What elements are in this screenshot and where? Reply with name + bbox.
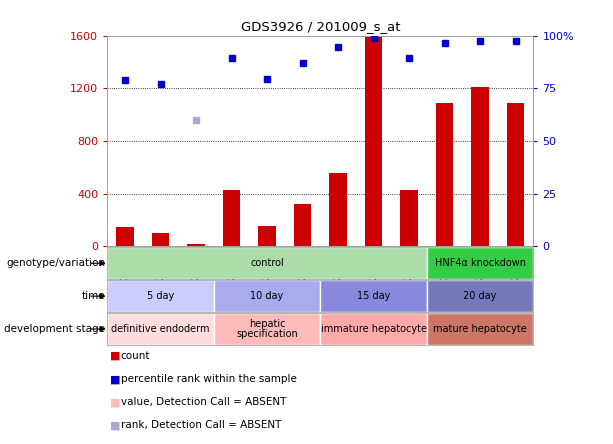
Bar <box>436 103 454 246</box>
Bar <box>471 87 489 246</box>
Text: time: time <box>82 291 105 301</box>
Text: ■: ■ <box>110 351 121 361</box>
Text: mature hepatocyte: mature hepatocyte <box>433 324 527 334</box>
Bar <box>116 226 134 246</box>
Bar <box>365 37 383 246</box>
Bar <box>214 280 321 312</box>
Text: ■: ■ <box>110 420 121 430</box>
Text: development stage: development stage <box>4 324 105 334</box>
Text: ■: ■ <box>110 374 121 384</box>
Bar <box>107 313 214 345</box>
Bar <box>107 247 427 279</box>
Text: immature hepatocyte: immature hepatocyte <box>321 324 427 334</box>
Text: HNF4α knockdown: HNF4α knockdown <box>435 258 525 268</box>
Bar <box>151 233 169 246</box>
Text: value, Detection Call = ABSENT: value, Detection Call = ABSENT <box>121 397 286 407</box>
Bar <box>223 190 240 246</box>
Text: percentile rank within the sample: percentile rank within the sample <box>121 374 297 384</box>
Bar <box>294 204 311 246</box>
Text: 15 day: 15 day <box>357 291 390 301</box>
Text: control: control <box>250 258 284 268</box>
Bar <box>321 313 427 345</box>
Bar <box>400 190 418 246</box>
Title: GDS3926 / 201009_s_at: GDS3926 / 201009_s_at <box>240 20 400 33</box>
Text: rank, Detection Call = ABSENT: rank, Detection Call = ABSENT <box>121 420 281 430</box>
Text: 20 day: 20 day <box>463 291 497 301</box>
Bar <box>107 280 214 312</box>
Text: 10 day: 10 day <box>251 291 284 301</box>
Bar <box>321 280 427 312</box>
Text: definitive endoderm: definitive endoderm <box>112 324 210 334</box>
Text: ■: ■ <box>110 397 121 407</box>
Text: hepatic
specification: hepatic specification <box>236 319 298 339</box>
Bar <box>214 313 321 345</box>
Bar <box>427 313 533 345</box>
Bar <box>427 280 533 312</box>
Bar <box>329 173 347 246</box>
Bar <box>427 247 533 279</box>
Text: count: count <box>121 351 150 361</box>
Bar <box>187 245 205 246</box>
Text: genotype/variation: genotype/variation <box>6 258 105 268</box>
Bar <box>258 226 276 246</box>
Text: 5 day: 5 day <box>147 291 174 301</box>
Bar <box>507 103 525 246</box>
